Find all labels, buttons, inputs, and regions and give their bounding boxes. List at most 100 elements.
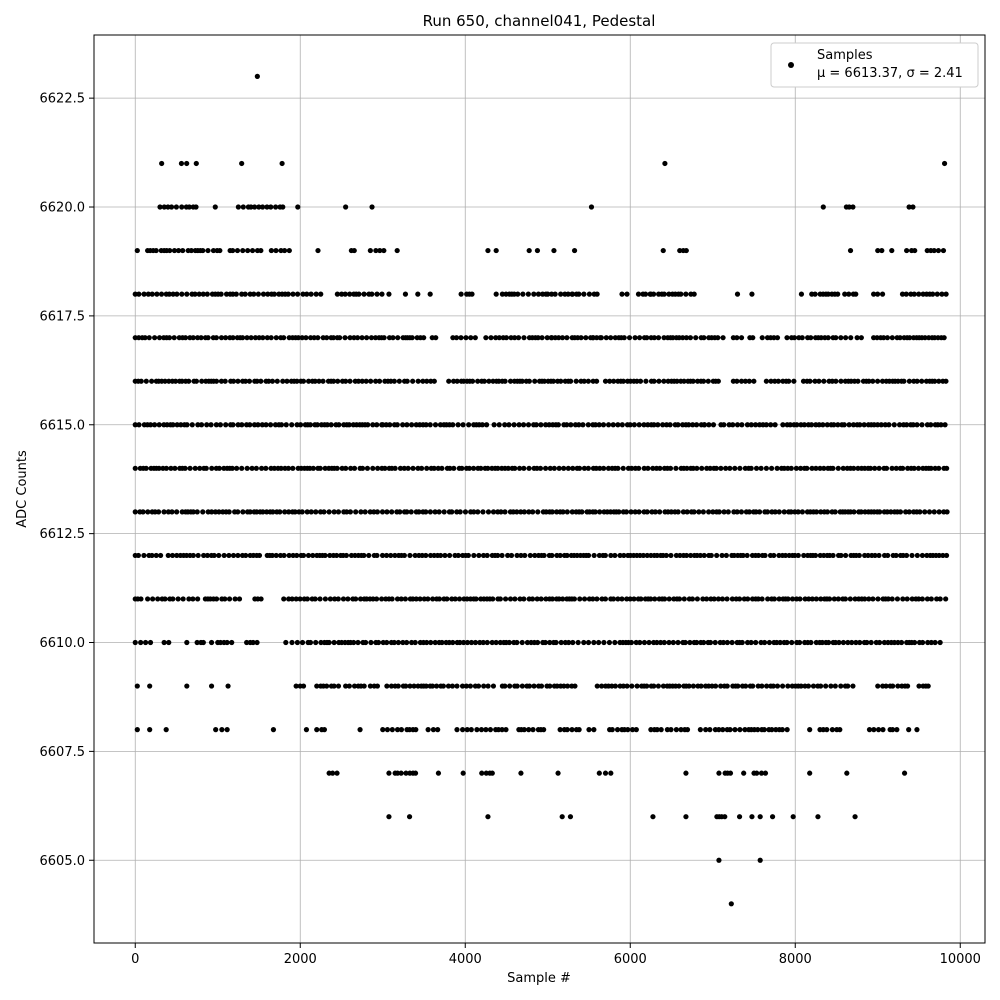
data-point [405, 465, 411, 471]
data-point [687, 639, 693, 646]
data-point [676, 683, 682, 689]
data-point [273, 552, 279, 559]
data-point [407, 552, 413, 559]
data-point [351, 465, 358, 471]
data-point [278, 422, 285, 428]
data-point [681, 596, 687, 602]
data-point [496, 422, 502, 428]
data-point [395, 335, 401, 341]
data-point [311, 335, 317, 341]
data-point [345, 596, 351, 602]
data-point [343, 378, 349, 384]
data-point [662, 160, 668, 167]
data-point [875, 378, 881, 384]
data-point [521, 465, 527, 471]
data-point [469, 291, 475, 297]
data-point [415, 378, 421, 384]
data-point [690, 683, 696, 689]
data-point [239, 160, 245, 167]
data-point [684, 509, 690, 515]
data-point [256, 552, 263, 559]
data-point [502, 422, 508, 428]
data-point [446, 552, 453, 559]
data-point [373, 378, 379, 384]
data-point [213, 596, 220, 602]
data-point [594, 378, 600, 384]
data-point [851, 509, 857, 515]
data-point [404, 639, 410, 646]
data-point [771, 335, 777, 341]
data-point [850, 422, 857, 428]
data-point [763, 465, 769, 471]
data-point [591, 639, 597, 646]
data-point [683, 247, 689, 254]
data-point [299, 335, 305, 341]
data-point [361, 552, 367, 559]
data-point [357, 596, 364, 602]
data-point [367, 509, 373, 515]
data-point [498, 509, 504, 515]
data-point [394, 727, 401, 733]
data-point [883, 465, 890, 471]
data-point [797, 596, 803, 602]
data-point [507, 596, 514, 602]
data-point [412, 770, 419, 776]
data-point [463, 683, 470, 689]
data-point [914, 422, 920, 428]
data-point [547, 639, 553, 646]
data-point [281, 596, 287, 602]
data-point [182, 335, 189, 341]
data-point [573, 378, 579, 384]
data-point [435, 727, 441, 733]
data-point [490, 596, 496, 602]
data-point [901, 378, 907, 384]
data-point [516, 465, 523, 471]
data-point [943, 378, 949, 384]
data-point [361, 291, 367, 297]
data-point [535, 291, 542, 297]
data-point [525, 291, 531, 297]
data-point [260, 509, 266, 515]
data-point [142, 639, 149, 646]
data-point [914, 727, 920, 733]
data-point [771, 596, 777, 602]
data-point [854, 335, 860, 341]
data-point [732, 727, 738, 733]
x-axis-ticks: 0 2000 4000 6000 8000 10000 [131, 943, 981, 967]
data-point [700, 596, 706, 602]
data-point [398, 727, 405, 733]
data-point [374, 291, 380, 297]
data-point [594, 596, 600, 602]
data-point [569, 509, 575, 515]
data-point [343, 552, 350, 559]
data-point [727, 465, 733, 471]
data-point [734, 422, 741, 428]
data-point [755, 596, 761, 602]
data-point [608, 770, 614, 776]
data-point [750, 335, 756, 341]
data-point [192, 291, 198, 297]
data-point [645, 465, 651, 471]
data-point [165, 552, 171, 559]
data-point [412, 552, 418, 559]
data-point [242, 291, 248, 297]
data-point [335, 596, 341, 602]
data-point [508, 552, 515, 559]
data-point [475, 378, 481, 384]
data-point [235, 378, 241, 384]
data-point [555, 770, 561, 776]
data-point [395, 639, 402, 646]
data-point [755, 552, 762, 559]
data-point [874, 335, 880, 341]
data-point [149, 552, 155, 559]
data-point [889, 247, 895, 254]
data-point [290, 552, 296, 559]
data-point [825, 291, 831, 297]
data-point [703, 727, 709, 733]
data-point [473, 596, 479, 602]
data-point [558, 291, 564, 297]
data-point [156, 335, 163, 341]
data-point [519, 683, 525, 689]
data-point [911, 639, 918, 646]
data-point [782, 552, 789, 559]
